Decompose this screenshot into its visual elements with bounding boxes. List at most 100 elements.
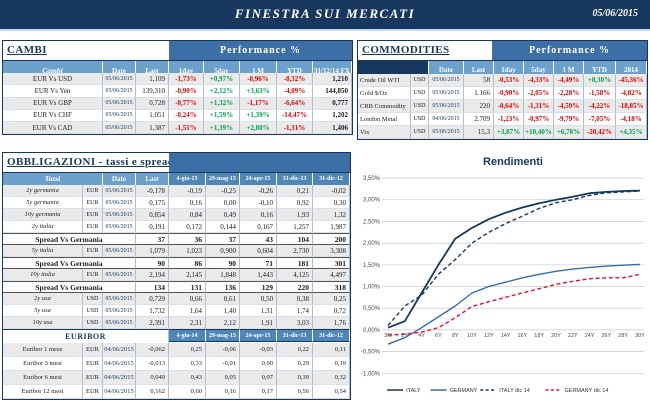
rate-value: 1,64 (169, 305, 206, 317)
obbligazioni-grid: Tassi Date Last 4-giu-15 29-mag-15 24-apr-15 3… (3, 173, 350, 329)
date-column-header: 31-dic-12 (313, 329, 350, 342)
rate-value: 1,40 (206, 305, 240, 317)
date-cell: 05/06/2015 (103, 269, 136, 281)
currency-cell: EUR (83, 343, 103, 357)
last-value: 2.709 (464, 113, 494, 126)
rate-value: 0,11 (313, 343, 350, 357)
x-axis-label: 24Y (585, 333, 595, 339)
rate-value: 0,604 (240, 245, 277, 257)
date-cell: 04/06/2015 (103, 343, 136, 357)
perf-value: -2,05% (524, 87, 554, 100)
perf-value: -45,36% (616, 74, 647, 87)
legend-label: GERMANY (450, 388, 478, 394)
x-axis-label: 16Y (518, 333, 528, 339)
rate-value: 0,16 (206, 385, 240, 399)
y-axis-label: 1,00% (363, 285, 381, 291)
date-cell: 05/06/2015 (103, 317, 136, 329)
y-axis-label: -1,00% (361, 371, 381, 377)
rate-value: 1,91 (240, 317, 277, 329)
perf-value: -1,51% (169, 121, 204, 135)
rate-value: 0,900 (206, 245, 240, 257)
spread-label: Spread Vs Germania (3, 233, 136, 245)
rate-value: 2,730 (277, 245, 313, 257)
date-cell: 04/06/2015 (429, 113, 464, 126)
perf-value: -1,31% (524, 100, 554, 113)
currency-cell: EUR (83, 209, 103, 221)
y-axis-label: -0,50% (361, 350, 381, 356)
date-cell: 04/06/2015 (103, 385, 136, 399)
currency-cell: USD (83, 305, 103, 317)
rate-value: -0,01 (206, 357, 240, 371)
rate-value: 0,61 (206, 293, 240, 305)
rendimenti-chart-svg: Rendimenti 3,50% 3,00% 2,50% 2,00% 1,50% 1,00%… (361, 156, 645, 394)
rate-value: -0,02 (313, 185, 350, 197)
fx-value: 1,210 (313, 73, 352, 86)
perf-value: +10,40% (524, 126, 554, 139)
obbligazioni-header-band (169, 153, 350, 172)
commodities-performance-header: Performance % (492, 41, 647, 60)
rate-name: 10y usa (3, 317, 83, 329)
rate-value: -0,19 (169, 185, 206, 197)
perf-value: +8,30% (584, 74, 616, 87)
rate-value: 0,167 (240, 221, 277, 233)
perf-value: -4,82% (616, 87, 647, 100)
date-column-header: 29-mag-15 (206, 329, 240, 342)
date-cell: 05/06/2015 (103, 109, 136, 122)
commodity-name: Gold $/Oz (358, 87, 411, 100)
rate-value: -0,06 (206, 343, 240, 357)
rate-value: 0,66 (169, 293, 206, 305)
spread-value: 200 (313, 233, 350, 245)
last-value: 0,175 (136, 197, 169, 209)
x-axis-label: 18Y (534, 333, 544, 339)
last-value: 0,049 (136, 371, 169, 385)
rate-value: 0,50 (240, 293, 277, 305)
date-cell: 05/06/2015 (103, 293, 136, 305)
rate-name: 2y usa (3, 293, 83, 305)
rate-value: 0,00 (240, 357, 277, 371)
date-column-header: 31-dic-13 (277, 329, 313, 342)
x-axis-label: 22Y (568, 333, 578, 339)
rate-value: 0,17 (240, 385, 277, 399)
rate-value: 0,144 (206, 221, 240, 233)
perf-value: -0,77% (169, 97, 204, 110)
rate-value: 0,38 (277, 293, 313, 305)
spread-value: 90 (136, 257, 169, 269)
x-axis-label: 2Y (401, 333, 408, 339)
perf-value: -4,22% (584, 100, 616, 113)
perf-value: -9,79% (554, 113, 584, 126)
rate-value: 0,49 (206, 209, 240, 221)
date-cell: 05/06/2015 (103, 245, 136, 257)
currency-cell: USD (411, 100, 429, 113)
last-value: 0,729 (136, 293, 169, 305)
rate-name: 10y italia (3, 269, 83, 281)
spread-value: 90 (206, 257, 240, 269)
perf-value: -1,58% (584, 87, 616, 100)
rate-value: 0,54 (313, 385, 350, 399)
x-axis-label: 26Y (602, 333, 612, 339)
rate-value: 3,308 (313, 245, 350, 257)
pair-name: EUR Vs CHF (3, 109, 103, 122)
euribor-section-label: EURIBOR (3, 329, 169, 343)
rate-value: 0,21 (277, 185, 313, 197)
commodities-grid: Date Last 1day 5day 1 M YTD 2014 Crude Oil WTI U… (358, 61, 647, 139)
currency-cell: EUR (83, 197, 103, 209)
currency-cell: EUR (83, 185, 103, 197)
last-value: -0,062 (136, 343, 169, 357)
rate-value: 1,987 (313, 221, 350, 233)
spread-value: 318 (313, 281, 350, 293)
date-cell: 05/06/2015 (429, 74, 464, 87)
y-axis-label: 2,50% (363, 219, 381, 225)
y-axis-label: 1,50% (363, 263, 381, 269)
rate-value: 0,05 (206, 371, 240, 385)
report-date: 05/06/2015 (592, 8, 638, 19)
rate-value: 0,172 (169, 221, 206, 233)
fx-value: 144,850 (313, 85, 352, 98)
app-title: FINESTRA SUI MERCATI (234, 6, 416, 21)
rate-value: 2,12 (206, 317, 240, 329)
perf-value: -0,90% (169, 85, 204, 98)
perf-value: -14,47% (277, 109, 313, 122)
spread-value: 71 (240, 257, 277, 269)
date-cell: 04/06/2015 (103, 357, 136, 371)
last-value: -0,178 (136, 185, 169, 197)
